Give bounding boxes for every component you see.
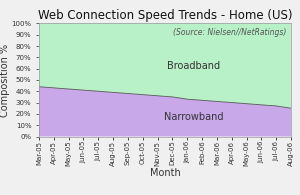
Text: (Source: Nielsen//NetRatings): (Source: Nielsen//NetRatings) [173, 27, 287, 37]
Text: Broadband: Broadband [167, 61, 220, 71]
X-axis label: Month: Month [150, 168, 180, 178]
Y-axis label: Composition %: Composition % [0, 43, 10, 117]
Text: Narrowband: Narrowband [164, 112, 224, 122]
Title: Web Connection Speed Trends - Home (US): Web Connection Speed Trends - Home (US) [38, 9, 292, 22]
